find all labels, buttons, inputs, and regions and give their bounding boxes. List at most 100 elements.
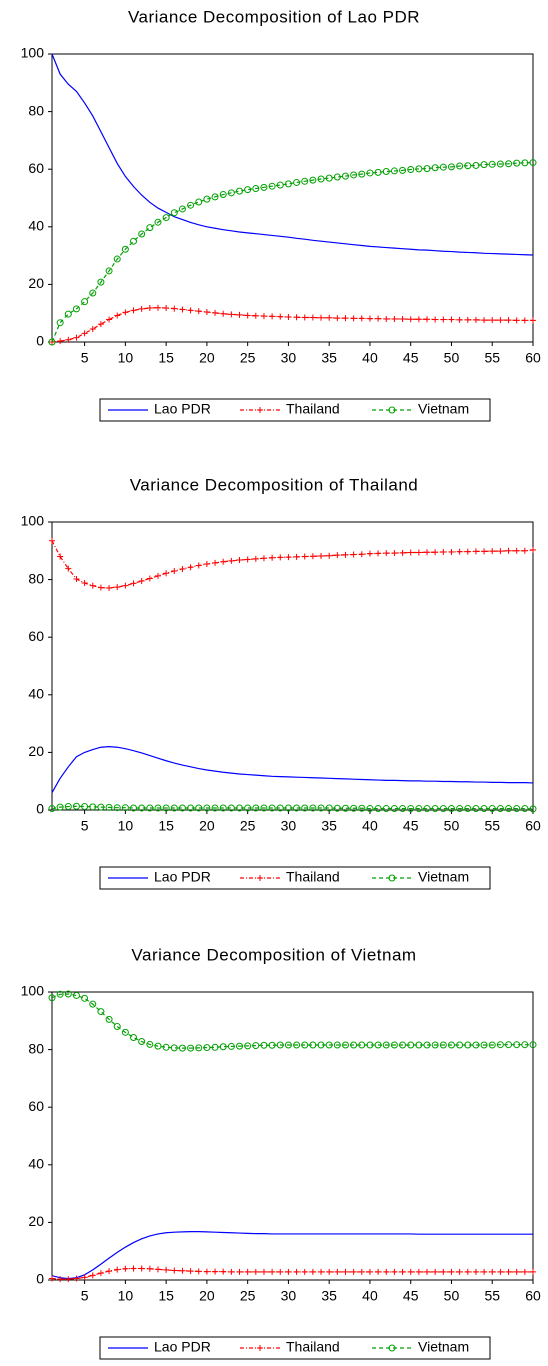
circle-marker (513, 159, 521, 167)
circle-marker (521, 1041, 529, 1049)
circle-marker (97, 278, 105, 286)
circle-marker (293, 178, 301, 186)
y-tick-label: 20 (28, 743, 44, 759)
plus-marker (228, 557, 235, 564)
x-tick-label: 20 (199, 818, 215, 834)
circle-marker (341, 172, 349, 180)
x-tick-label: 5 (81, 818, 89, 834)
plus-marker (293, 1268, 300, 1275)
x-tick-label: 35 (321, 350, 337, 366)
x-tick-label: 35 (321, 818, 337, 834)
y-tick-label: 60 (28, 1098, 44, 1114)
plus-marker (97, 321, 104, 328)
x-tick-label: 15 (158, 1288, 174, 1304)
plus-marker (440, 316, 447, 323)
circle-marker (64, 990, 72, 998)
circle-marker (195, 198, 203, 206)
plus-marker (122, 309, 129, 316)
plus-marker (350, 551, 357, 558)
circle-marker (236, 804, 244, 812)
circle-marker (407, 1041, 415, 1049)
circle-marker (97, 803, 105, 811)
circle-marker (464, 1041, 472, 1049)
plus-marker (326, 1268, 333, 1275)
circle-marker (154, 218, 162, 226)
chart-title: Variance Decomposition of Vietnam (131, 945, 416, 964)
circle-marker (284, 180, 292, 188)
circle-marker (64, 803, 72, 811)
plus-marker (114, 584, 121, 591)
circle-marker (203, 195, 211, 203)
chart-title: Variance Decomposition of Lao PDR (128, 7, 420, 26)
plus-marker (89, 582, 96, 589)
circle-marker (333, 173, 341, 181)
circle-marker (121, 1028, 129, 1036)
circle-marker (415, 165, 423, 173)
circle-marker (374, 805, 382, 813)
circle-marker (48, 338, 56, 346)
x-tick-label: 10 (118, 350, 134, 366)
circle-marker (431, 1041, 439, 1049)
y-tick-label: 80 (28, 102, 44, 118)
circle-marker (268, 804, 276, 812)
plus-marker (203, 309, 210, 316)
plus-marker (260, 1268, 267, 1275)
plus-marker (220, 310, 227, 317)
circle-marker (350, 171, 358, 179)
legend-label: Lao PDR (154, 1339, 211, 1355)
circle-marker (301, 804, 309, 812)
plus-marker (163, 305, 170, 312)
plus-marker (269, 1268, 276, 1275)
circle-marker (293, 1041, 301, 1049)
circle-marker (505, 1041, 513, 1049)
circle-marker (374, 168, 382, 176)
series-line (51, 1231, 533, 1280)
plus-marker (383, 550, 390, 557)
plus-marker (130, 307, 137, 314)
y-tick-label: 100 (21, 513, 45, 529)
series-line (51, 53, 534, 256)
y-tick-label: 100 (21, 45, 45, 61)
x-tick-label: 25 (240, 1288, 256, 1304)
plus-marker (399, 549, 406, 556)
plus-marker (530, 317, 536, 324)
plus-marker (57, 1276, 64, 1283)
legend-box (99, 1336, 491, 1360)
plus-marker (440, 548, 447, 555)
x-tick-label: 35 (321, 1288, 337, 1304)
plus-marker (513, 547, 520, 554)
plus-marker (391, 550, 398, 557)
plus-marker (203, 1268, 210, 1275)
circle-marker (415, 805, 423, 813)
series-line (51, 540, 534, 589)
circle-marker (89, 289, 97, 297)
x-tick-label: 50 (444, 1288, 460, 1304)
circle-marker (317, 1041, 325, 1049)
y-tick-label: 60 (28, 160, 44, 176)
x-tick-label: 45 (403, 1288, 419, 1304)
plus-marker (497, 1268, 504, 1275)
legend-marker (257, 407, 263, 413)
circle-marker (97, 1008, 105, 1016)
plus-marker (342, 1268, 349, 1275)
circle-marker (48, 805, 56, 813)
circle-marker (138, 804, 146, 812)
circle-marker (341, 1041, 349, 1049)
plus-marker (383, 1268, 390, 1275)
plus-marker (432, 1268, 439, 1275)
circle-marker (382, 805, 390, 813)
circle-marker (211, 1043, 219, 1051)
circle-marker (529, 159, 537, 167)
plus-marker (415, 316, 422, 323)
circle-marker (390, 805, 398, 813)
plus-marker (269, 554, 276, 561)
circle-marker (211, 804, 219, 812)
circle-marker (252, 184, 260, 192)
series-line (51, 1267, 533, 1280)
plus-marker (424, 316, 431, 323)
plus-marker (375, 315, 382, 322)
plus-marker (106, 584, 113, 591)
circle-marker (252, 804, 260, 812)
circle-marker (105, 267, 113, 275)
x-tick-label: 5 (81, 1288, 89, 1304)
